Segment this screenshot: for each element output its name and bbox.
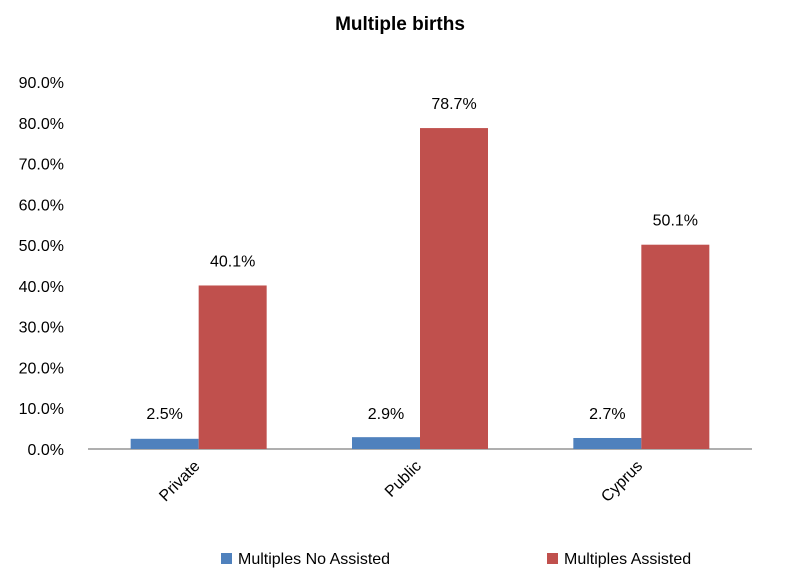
bar-no-assisted [573, 437, 642, 449]
data-labels: 2.5% 40.1% 2.9% 78.7% 2.7% 50.1% [146, 96, 698, 423]
y-tick-label: 0.0% [28, 442, 64, 459]
y-tick-label: 70.0% [19, 157, 64, 174]
legend-label: Multiples No Assisted [238, 551, 390, 568]
data-label: 40.1% [210, 253, 255, 270]
x-axis: Private Public Cyprus [88, 448, 752, 506]
y-tick-label: 20.0% [19, 360, 64, 377]
bar-no-assisted [130, 438, 199, 449]
data-label: 2.9% [368, 406, 404, 423]
bars [130, 128, 710, 449]
bar-assisted [641, 244, 710, 449]
legend-swatch [547, 553, 558, 564]
data-label: 50.1% [653, 213, 698, 230]
y-tick-label: 40.0% [19, 279, 64, 296]
y-tick-label: 30.0% [19, 320, 64, 337]
data-label: 2.5% [146, 406, 182, 423]
x-tick-label: Public [382, 458, 425, 501]
data-label: 2.7% [589, 406, 625, 423]
data-label: 78.7% [431, 96, 476, 113]
bar-no-assisted [352, 437, 420, 449]
x-tick-label: Cyprus [598, 458, 646, 506]
y-axis: 0.0% 10.0% 20.0% 30.0% 40.0% 50.0% 60.0% 70.0% 8… [19, 75, 64, 459]
y-tick-label: 50.0% [19, 238, 64, 255]
y-tick-label: 80.0% [19, 116, 64, 133]
bar-assisted [420, 128, 488, 449]
y-tick-label: 10.0% [19, 401, 64, 418]
legend: Multiples No Assisted Multiples Assisted [221, 551, 691, 568]
y-tick-label: 60.0% [19, 197, 64, 214]
x-tick-label: Private [156, 458, 203, 505]
legend-label: Multiples Assisted [564, 551, 691, 568]
y-tick-label: 90.0% [19, 75, 64, 92]
chart-title: Multiple births [335, 14, 465, 35]
legend-swatch [221, 553, 232, 564]
bar-assisted [198, 285, 267, 449]
